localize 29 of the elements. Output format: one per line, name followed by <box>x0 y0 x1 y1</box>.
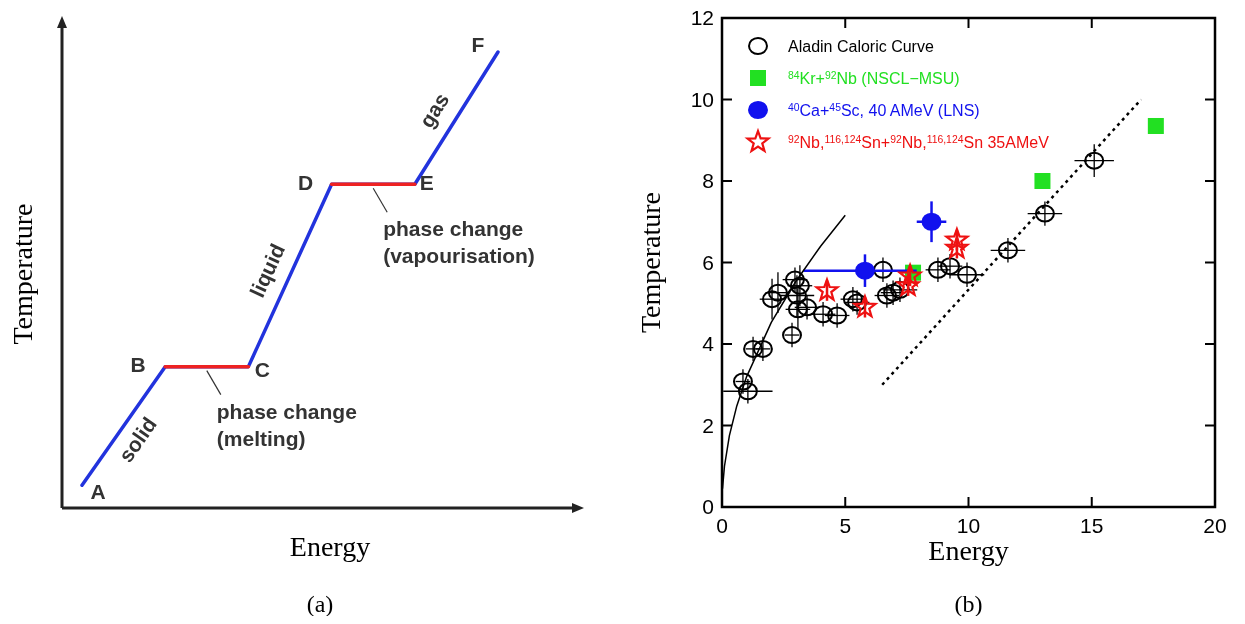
y-axis-title: Temperature <box>635 191 666 334</box>
annotation: phase change (melting) <box>216 399 357 450</box>
y-tick-label: 8 <box>702 169 714 192</box>
legend-label: $^{84}$Kr+$^{92}$Nb (NSCL−MSU) <box>788 69 960 87</box>
x-axis-title: Energy <box>928 535 1009 566</box>
annotation: D <box>298 171 314 195</box>
x-tick-label: 15 <box>1080 514 1104 537</box>
y-axis-title: Temperature <box>7 203 38 345</box>
legend-label: Aladin Caloric Curve <box>788 38 934 55</box>
y-tick-label: 6 <box>702 250 714 274</box>
annotation: B <box>130 352 146 376</box>
x-tick-label: 5 <box>839 514 852 537</box>
annotation: phase change (vapourisation) <box>383 217 535 268</box>
x-tick-label: 20 <box>1203 514 1227 537</box>
y-tick-label: 10 <box>690 87 714 111</box>
y-tick-label: 12 <box>690 6 714 29</box>
annotation: C <box>254 357 270 381</box>
legend-label: $^{92}$Nb,$^{116,124}$Sn+$^{92}$Nb,$^{116,124}$Sn 35AMeV <box>788 133 1050 151</box>
annotation: E <box>419 171 434 195</box>
x-tick-label: 10 <box>956 514 981 537</box>
y-tick-label: 0 <box>702 495 714 518</box>
annotation: F <box>471 33 485 56</box>
x-axis-title: Energy <box>289 531 371 562</box>
annotation: gas <box>414 88 454 132</box>
legend-label: $^{40}$Ca+$^{45}$Sc, 40 AMeV (LNS) <box>788 101 980 119</box>
annotation: A <box>90 480 106 504</box>
y-tick-label: 4 <box>702 332 715 355</box>
y-tick-label: 2 <box>702 413 714 437</box>
x-tick-label: 0 <box>716 514 728 537</box>
